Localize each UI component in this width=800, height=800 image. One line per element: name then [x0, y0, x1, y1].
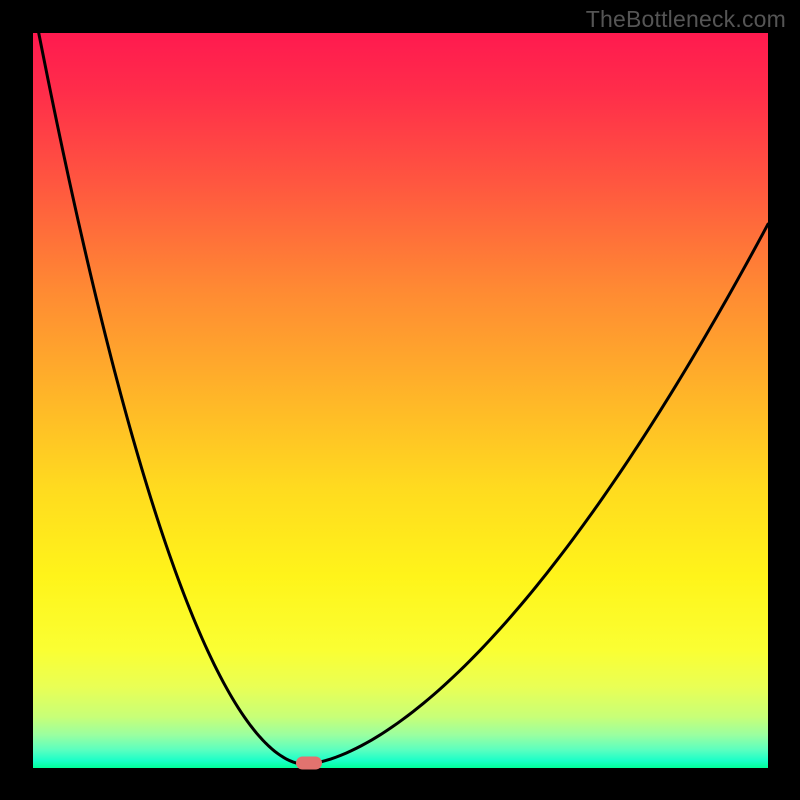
bottleneck-curve [33, 33, 768, 768]
chart-canvas: TheBottleneck.com [0, 0, 800, 800]
watermark-text: TheBottleneck.com [586, 6, 786, 33]
curve-path [33, 4, 768, 765]
vertex-marker [296, 756, 322, 769]
plot-area [33, 33, 768, 768]
